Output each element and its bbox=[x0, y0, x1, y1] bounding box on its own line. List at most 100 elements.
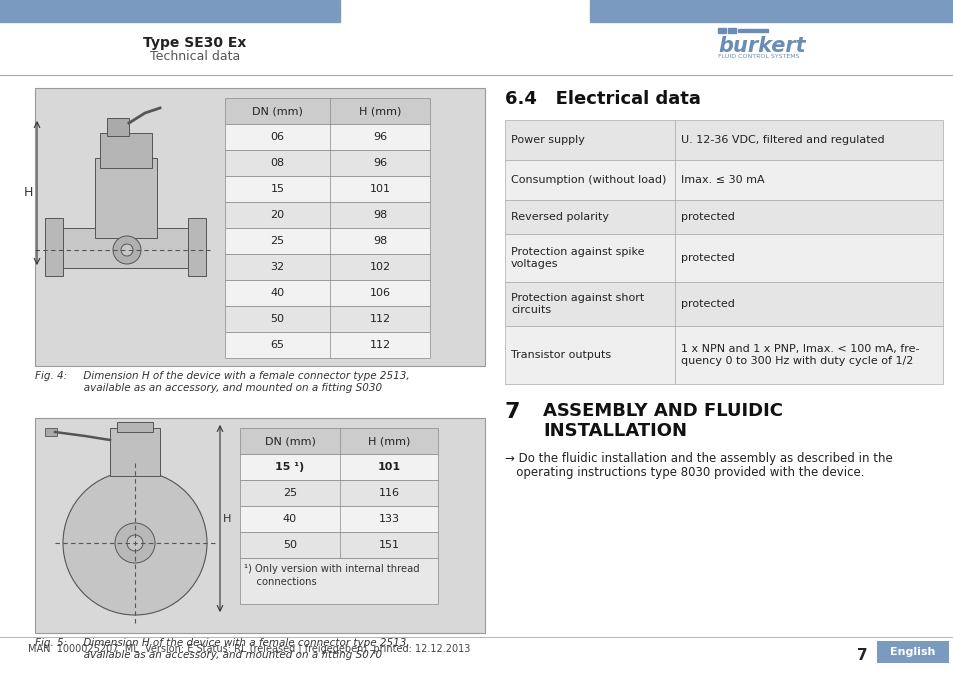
Text: 20: 20 bbox=[270, 210, 284, 220]
Text: quency 0 to 300 Hz with duty cycle of 1/2: quency 0 to 300 Hz with duty cycle of 1/… bbox=[680, 356, 912, 366]
Bar bbox=[45, 428, 57, 436]
Text: 106: 106 bbox=[369, 288, 390, 298]
Text: H (mm): H (mm) bbox=[368, 436, 410, 446]
Bar bbox=[225, 150, 430, 176]
Bar bbox=[675, 282, 942, 326]
Text: 133: 133 bbox=[378, 514, 399, 524]
Bar bbox=[504, 200, 675, 234]
Bar bbox=[225, 228, 430, 254]
Bar bbox=[225, 332, 430, 358]
Text: 7: 7 bbox=[856, 648, 866, 663]
Text: FLUID CONTROL SYSTEMS: FLUID CONTROL SYSTEMS bbox=[718, 54, 799, 59]
Bar bbox=[35, 88, 484, 366]
Bar bbox=[240, 532, 437, 558]
Text: 40: 40 bbox=[270, 288, 284, 298]
Bar bbox=[504, 234, 675, 282]
Text: U. 12-36 VDC, filtered and regulated: U. 12-36 VDC, filtered and regulated bbox=[680, 135, 883, 145]
Bar bbox=[240, 506, 437, 532]
Text: 50: 50 bbox=[283, 540, 296, 550]
Text: Imax. ≤ 30 mA: Imax. ≤ 30 mA bbox=[680, 175, 763, 185]
Bar bbox=[240, 480, 437, 506]
Bar bbox=[675, 326, 942, 384]
Text: 101: 101 bbox=[377, 462, 400, 472]
Text: Type SE30 Ex: Type SE30 Ex bbox=[143, 36, 247, 50]
Bar bbox=[45, 218, 63, 276]
Text: 15 ¹): 15 ¹) bbox=[275, 462, 304, 472]
Bar bbox=[225, 280, 430, 306]
Bar bbox=[35, 418, 484, 633]
Bar bbox=[727, 28, 735, 33]
Text: 08: 08 bbox=[270, 158, 284, 168]
Text: 112: 112 bbox=[369, 340, 390, 350]
Bar bbox=[675, 234, 942, 282]
Text: 98: 98 bbox=[373, 210, 387, 220]
Bar bbox=[225, 306, 430, 332]
Bar bbox=[589, 0, 953, 22]
Bar bbox=[95, 158, 157, 238]
Text: 65: 65 bbox=[271, 340, 284, 350]
Bar bbox=[504, 326, 675, 384]
Text: 151: 151 bbox=[378, 540, 399, 550]
Circle shape bbox=[121, 244, 132, 256]
Text: 112: 112 bbox=[369, 314, 390, 324]
Bar bbox=[225, 124, 430, 150]
Text: Protection against short: Protection against short bbox=[511, 293, 643, 303]
Text: H: H bbox=[24, 186, 33, 199]
Bar bbox=[675, 160, 942, 200]
Text: voltages: voltages bbox=[511, 259, 558, 269]
Text: English: English bbox=[889, 647, 935, 657]
Bar bbox=[240, 558, 437, 604]
Text: circuits: circuits bbox=[511, 305, 551, 315]
Text: 7: 7 bbox=[504, 402, 520, 422]
Text: H (mm): H (mm) bbox=[358, 106, 401, 116]
Text: ASSEMBLY AND FLUIDIC: ASSEMBLY AND FLUIDIC bbox=[542, 402, 782, 420]
Bar bbox=[50, 228, 200, 268]
Text: operating instructions type 8030 provided with the device.: operating instructions type 8030 provide… bbox=[504, 466, 863, 479]
Text: Fig. 4:     Dimension H of the device with a female connector type 2513,: Fig. 4: Dimension H of the device with a… bbox=[35, 371, 409, 381]
Bar bbox=[188, 218, 206, 276]
Circle shape bbox=[63, 471, 207, 615]
Bar bbox=[117, 422, 152, 432]
Bar bbox=[110, 428, 160, 476]
Bar bbox=[675, 120, 942, 160]
Bar bbox=[738, 29, 767, 32]
Text: 32: 32 bbox=[270, 262, 284, 272]
Text: DN (mm): DN (mm) bbox=[264, 436, 315, 446]
Text: 50: 50 bbox=[271, 314, 284, 324]
Bar bbox=[718, 28, 725, 33]
Bar bbox=[225, 254, 430, 280]
Text: Fig. 5:     Dimension H of the device with a female connector type 2513,: Fig. 5: Dimension H of the device with a… bbox=[35, 638, 409, 648]
Bar bbox=[240, 454, 437, 480]
Bar bbox=[225, 176, 430, 202]
Text: burkert: burkert bbox=[718, 36, 804, 56]
Text: MAN  1000025207  ML  Version: E Status: RL (released | freigegeben)  printed: 12: MAN 1000025207 ML Version: E Status: RL … bbox=[28, 643, 470, 653]
Text: → Do the fluidic installation and the assembly as described in the: → Do the fluidic installation and the as… bbox=[504, 452, 892, 465]
Text: 40: 40 bbox=[283, 514, 296, 524]
Bar bbox=[107, 118, 129, 136]
Text: 25: 25 bbox=[270, 236, 284, 246]
Text: available as an accessory, and mounted on a fitting S030: available as an accessory, and mounted o… bbox=[35, 383, 382, 393]
Text: 06: 06 bbox=[271, 132, 284, 142]
Text: 15: 15 bbox=[271, 184, 284, 194]
Text: connections: connections bbox=[244, 577, 316, 587]
Text: protected: protected bbox=[680, 253, 734, 263]
Text: Protection against spike: Protection against spike bbox=[511, 247, 644, 257]
Text: 96: 96 bbox=[373, 132, 387, 142]
Text: Power supply: Power supply bbox=[511, 135, 584, 145]
Text: ¹) Only version with internal thread: ¹) Only version with internal thread bbox=[244, 564, 419, 574]
Text: Reversed polarity: Reversed polarity bbox=[511, 212, 608, 222]
Bar bbox=[504, 160, 675, 200]
Text: 1 x NPN and 1 x PNP, Imax. < 100 mA, fre-: 1 x NPN and 1 x PNP, Imax. < 100 mA, fre… bbox=[680, 344, 919, 354]
Bar bbox=[876, 641, 948, 663]
Text: 102: 102 bbox=[369, 262, 390, 272]
Text: INSTALLATION: INSTALLATION bbox=[542, 422, 686, 440]
Circle shape bbox=[115, 523, 154, 563]
Text: H: H bbox=[223, 513, 232, 524]
Text: Transistor outputs: Transistor outputs bbox=[511, 350, 611, 360]
Bar bbox=[100, 133, 152, 168]
Bar bbox=[504, 282, 675, 326]
Bar bbox=[225, 98, 430, 124]
Text: Consumption (without load): Consumption (without load) bbox=[511, 175, 666, 185]
Text: 25: 25 bbox=[283, 488, 296, 498]
Text: Technical data: Technical data bbox=[150, 50, 240, 63]
